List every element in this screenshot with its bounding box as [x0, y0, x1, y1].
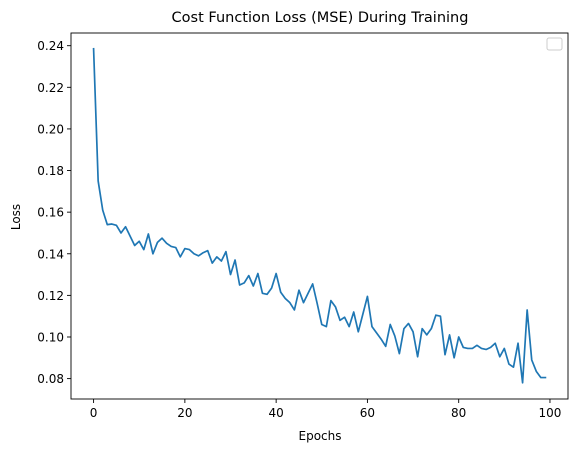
- x-axis-label: Epochs: [299, 429, 342, 443]
- y-tick-label: 0.12: [37, 289, 64, 303]
- x-tick-label: 60: [360, 406, 375, 420]
- x-tick-label: 80: [451, 406, 466, 420]
- y-tick-label: 0.18: [37, 164, 64, 178]
- y-tick-label: 0.10: [37, 330, 64, 344]
- plot-area: 0 20 40 60 80 100 0.08 0.10 0.12 0.14 0.16 0.18 0.20…: [37, 32, 569, 420]
- axes-frame: [70, 32, 569, 400]
- y-tick-label: 0.24: [37, 39, 64, 53]
- x-tick-label: 20: [177, 406, 192, 420]
- x-tick-label: 40: [269, 406, 284, 420]
- y-tick-label: 0.08: [37, 372, 64, 386]
- legend-box: [546, 37, 563, 51]
- loss-line: [92, 47, 547, 384]
- chart-title: Cost Function Loss (MSE) During Training: [172, 10, 469, 26]
- x-tick-label: 0: [90, 406, 98, 420]
- y-tick-label: 0.22: [37, 81, 64, 95]
- x-tick-label: 100: [539, 406, 562, 420]
- y-tick-label: 0.20: [37, 122, 64, 136]
- y-axis-label: Loss: [9, 204, 23, 230]
- y-tick-label: 0.16: [37, 206, 64, 220]
- y-tick-label: 0.14: [37, 247, 64, 261]
